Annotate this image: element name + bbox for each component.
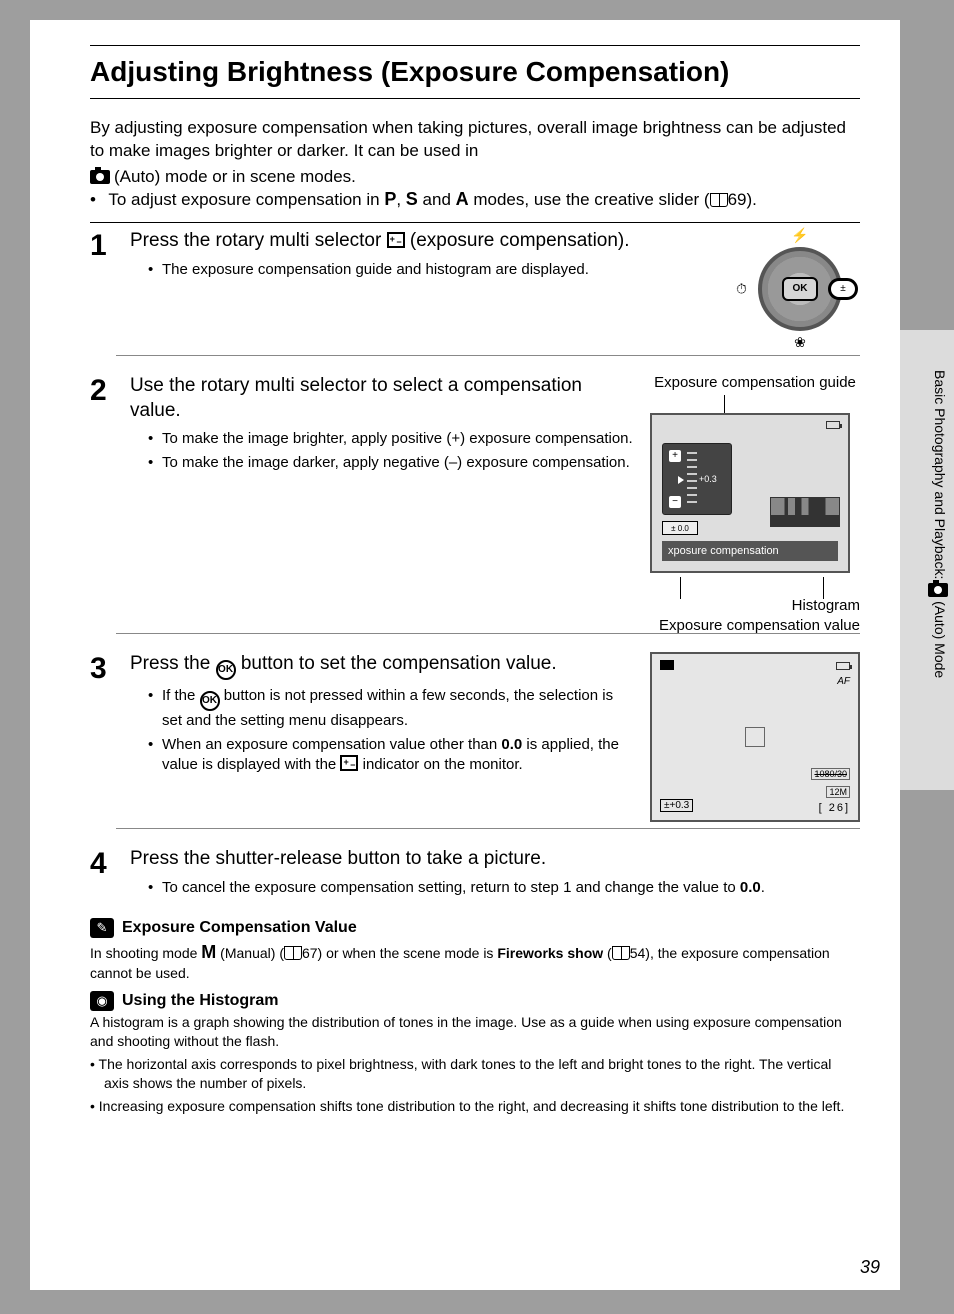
step-1: 1 Press the rotary multi selector (expos…: [90, 229, 860, 370]
note-1-title: Exposure Compensation Value: [122, 919, 357, 937]
rotary-selector-diagram: OK ⚡ ❀ ⏱ ±: [740, 229, 860, 349]
page-number: 39: [860, 1257, 880, 1278]
step-number: 4: [90, 849, 118, 902]
step-3-bullet-2: When an exposure compensation value othe…: [148, 735, 636, 776]
step-number: 3: [90, 654, 118, 835]
ok-button-icon: OK: [216, 660, 236, 680]
histogram-icon: [770, 497, 840, 527]
timer-icon: ⏱: [736, 280, 747, 297]
intro-text-1: By adjusting exposure compensation when …: [90, 117, 860, 163]
step-4-title: Press the shutter-release button to take…: [130, 847, 860, 872]
ec-value-label: Exposure compensation value: [390, 617, 860, 634]
note-ec-value: ✎ Exposure Compensation Value In shootin…: [90, 918, 860, 983]
step-3: 3 Press the OK button to set the compens…: [90, 652, 860, 843]
step-number: 2: [90, 376, 118, 640]
step-3-bullet-1: If the OK button is not pressed within a…: [148, 686, 636, 731]
step-2-title: Use the rotary multi selector to select …: [130, 374, 636, 423]
note-2-bullet-2: Increasing exposure compensation shifts …: [90, 1097, 860, 1116]
lcd-screen-result: AF 1080/30 12M [ 26] ±+0.3: [650, 652, 860, 822]
macro-icon: ❀: [794, 334, 806, 351]
ec-caption: xposure compensation: [662, 541, 838, 561]
book-icon: [710, 193, 728, 207]
pencil-note-icon: ✎: [90, 918, 114, 938]
exposure-comp-icon: [340, 755, 358, 771]
battery-icon: [836, 662, 850, 670]
ok-button-icon: OK: [782, 277, 818, 301]
exposure-comp-icon: [387, 232, 405, 248]
step-3-title: Press the OK button to set the compensat…: [130, 652, 636, 680]
histogram-label: Histogram: [792, 597, 860, 614]
step-4: 4 Press the shutter-release button to ta…: [90, 847, 860, 910]
video-size-indicator: 1080/30: [811, 768, 850, 780]
note-2-bullet-1: The horizontal axis corresponds to pixel…: [90, 1055, 860, 1093]
camera-mode-icon: [660, 660, 674, 670]
camera-icon: [928, 583, 948, 597]
info-note-icon: ◉: [90, 991, 114, 1011]
step-1-title: Press the rotary multi selector (exposur…: [130, 229, 726, 254]
exposure-comp-button-icon: ±: [828, 278, 858, 300]
step-2-bullet-2: To make the image darker, apply negative…: [148, 453, 636, 473]
intro-text-2: (Auto) mode or in scene modes.: [90, 167, 860, 187]
ec-indicator: ±+0.3: [660, 799, 693, 812]
note-2-title: Using the Histogram: [122, 992, 278, 1010]
battery-icon: [826, 421, 840, 429]
af-indicator: AF: [837, 676, 850, 687]
step-4-bullet-1: To cancel the exposure compensation sett…: [148, 878, 860, 898]
flash-icon: ⚡: [791, 227, 808, 244]
manual-page: Adjusting Brightness (Exposure Compensat…: [30, 20, 900, 1290]
focus-area-icon: [745, 727, 765, 747]
lcd-screen: + − +0.3 ± ±0.00.0 xposure compensation: [650, 413, 850, 573]
lcd-figure-guide: Exposure compensation guide + − +0.3 ± ±…: [650, 374, 860, 627]
intro-bullets: To adjust exposure compensation in P, S …: [90, 187, 860, 212]
book-icon: [284, 946, 302, 960]
note-1-body: In shooting mode M (Manual) (67) or when…: [90, 940, 860, 983]
book-icon: [612, 946, 630, 960]
shots-remaining: [ 26]: [819, 802, 850, 814]
image-size-indicator: 12M: [826, 786, 850, 798]
intro-bullet-1: To adjust exposure compensation in P, S …: [90, 187, 860, 212]
note-2-para: A histogram is a graph showing the distr…: [90, 1013, 860, 1051]
divider: [90, 222, 860, 223]
ok-button-icon: OK: [200, 691, 220, 711]
ec-guide-label: Exposure compensation guide: [650, 374, 860, 391]
step-2-bullet-1: To make the image brighter, apply positi…: [148, 429, 636, 449]
note-histogram: ◉ Using the Histogram A histogram is a g…: [90, 991, 860, 1115]
side-tab-label: Basic Photography and Playback: (Auto) M…: [928, 370, 948, 678]
ec-value-badge: ± ±0.00.0: [662, 521, 698, 535]
page-title: Adjusting Brightness (Exposure Compensat…: [90, 45, 860, 99]
step-1-bullet-1: The exposure compensation guide and hist…: [148, 260, 726, 280]
ec-guide-panel: + − +0.3: [662, 443, 732, 515]
step-2: 2 Use the rotary multi selector to selec…: [90, 374, 860, 648]
step-number: 1: [90, 231, 118, 362]
camera-icon: [90, 170, 110, 184]
